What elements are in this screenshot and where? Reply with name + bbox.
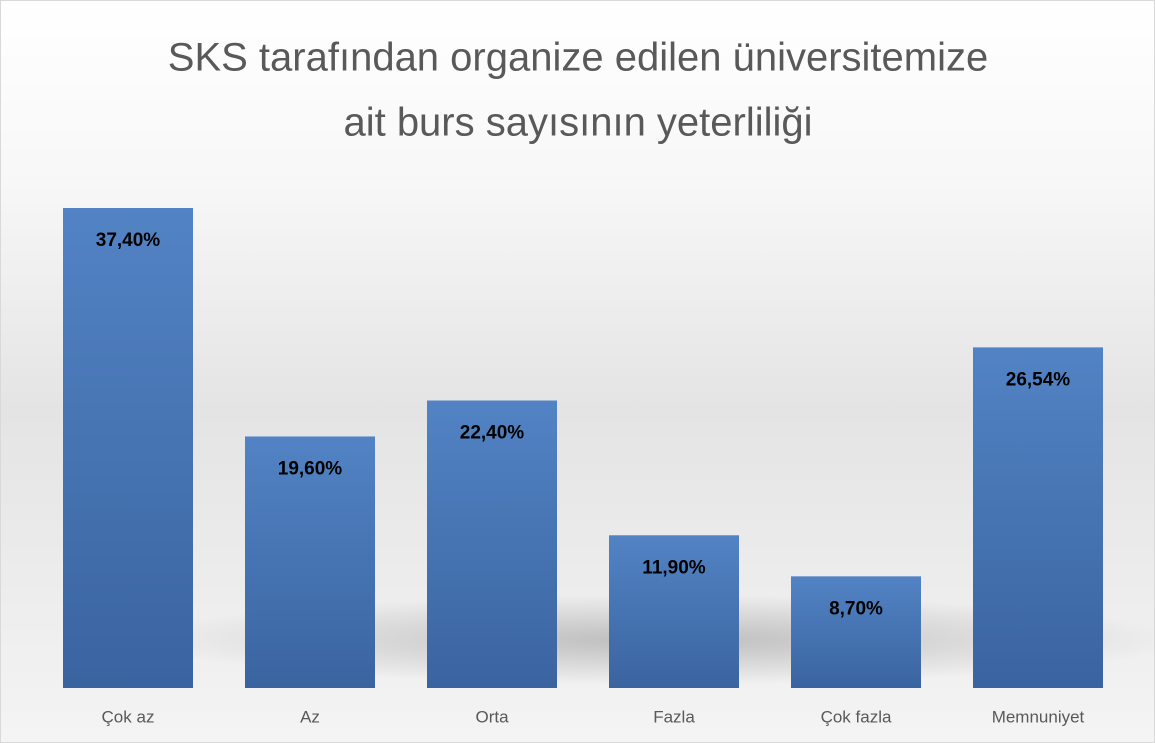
bar xyxy=(63,208,193,688)
bar xyxy=(427,400,557,688)
value-label: 19,60% xyxy=(278,458,343,479)
value-label: 8,70% xyxy=(829,598,883,619)
x-tick-label: Orta xyxy=(475,707,509,726)
chart-title: ait burs sayısının yeterliliği xyxy=(343,101,812,145)
value-label: 11,90% xyxy=(642,557,705,578)
x-tick-label: Az xyxy=(300,707,320,726)
bar xyxy=(245,436,375,688)
value-label: 22,40% xyxy=(460,423,525,444)
bar xyxy=(791,576,921,688)
bar xyxy=(609,535,739,688)
x-tick-label: Çok fazla xyxy=(821,707,892,726)
value-label: 37,40% xyxy=(96,230,161,251)
bar xyxy=(973,347,1103,688)
x-tick-label: Memnuniyet xyxy=(992,707,1085,726)
x-tick-label: Çok az xyxy=(102,707,155,726)
x-tick-label: Fazla xyxy=(653,707,695,726)
value-label: 26,54% xyxy=(1006,369,1071,390)
chart-title: SKS tarafından organize edilen üniversit… xyxy=(168,36,988,80)
